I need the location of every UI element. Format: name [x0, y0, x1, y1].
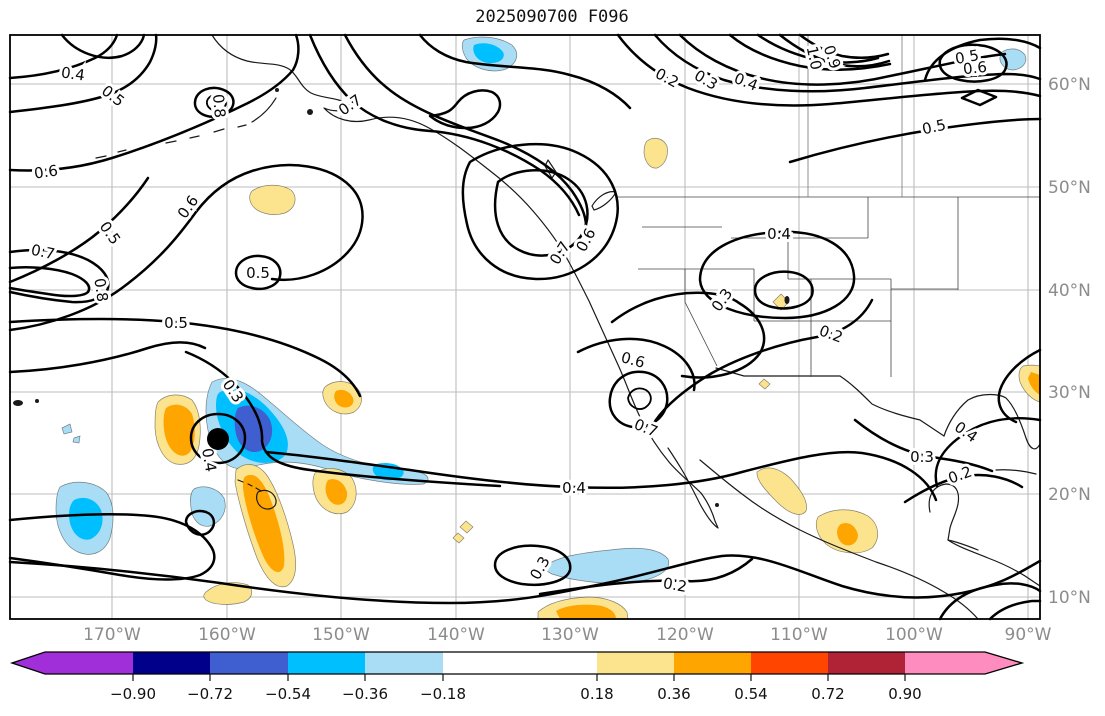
- shade-negative-top-right: [999, 48, 1027, 71]
- contour-label: 0.5: [164, 314, 188, 332]
- colorbar-segment: [905, 652, 985, 674]
- contour-label: 0.4: [767, 225, 791, 243]
- shade-negative-sw-of-marker: [190, 486, 226, 527]
- contour-label: 0.6: [962, 58, 988, 78]
- contour-label: 0.8: [209, 93, 229, 118]
- shade-positive-gulf-of-alaska: [249, 184, 296, 215]
- shade-positive-right-edge-core: [1028, 372, 1040, 395]
- shade-negative-speck: [72, 435, 81, 444]
- lat-tick-label: 60°N: [1048, 75, 1091, 95]
- colorbar-right-arrow: [985, 652, 1022, 674]
- lon-tick-label: 130°W: [541, 625, 599, 645]
- shade-positive-speck: [459, 520, 474, 534]
- contour-label: 0.3: [910, 448, 934, 466]
- colorbar-tick-label: 0.18: [580, 685, 613, 703]
- contour-label: 0.4: [562, 479, 586, 497]
- contour-label: 0.4: [60, 63, 86, 84]
- shade-positive-mexico-coast: [756, 467, 807, 515]
- colorbar-segment: [597, 652, 674, 674]
- colorbar-tick-label: −0.36: [342, 685, 388, 703]
- shade-positive-south-mexico-core: [837, 523, 858, 546]
- colorbar-segment: [210, 652, 288, 674]
- storm-marker-dot: [207, 428, 229, 450]
- lon-tick-label: 90°W: [1005, 625, 1052, 645]
- colorbar-tick-label: −0.90: [110, 685, 156, 703]
- shade-positive-east-of-hawaii-core: [325, 479, 348, 505]
- colorbar-segment: [751, 652, 828, 674]
- shade-positive-bc-interior: [643, 137, 668, 169]
- colorbar-segment: [443, 652, 597, 674]
- colorbar-ticks: −0.90 −0.72 −0.54 −0.36 −0.18 0.18 0.36 0.54 0.7…: [110, 674, 922, 703]
- colorbar-tick-label: 0.54: [734, 685, 767, 703]
- shade-positive-hawaii-band-core: [243, 474, 285, 573]
- lat-tick-label: 20°N: [1048, 485, 1091, 505]
- colorbar-tick-label: 0.90: [888, 685, 921, 703]
- colorbar-outline: [9, 651, 1025, 675]
- shade-negative-speck: [61, 423, 73, 435]
- shade-negative-top-center-core: [473, 43, 504, 64]
- colorbar-tick-label: 0.72: [811, 685, 844, 703]
- colorbar-segments: [45, 652, 985, 674]
- colorbar-segment: [133, 652, 210, 674]
- shade-positive-bottom-left: [203, 582, 253, 605]
- shaded-anomaly-regions: [55, 36, 1041, 620]
- shade-negative-bottom-center: [544, 547, 670, 584]
- shade-positive-speck: [452, 532, 465, 544]
- chart-title: 2025090700 F096: [475, 7, 629, 27]
- colorbar-segment: [365, 652, 443, 674]
- contour-lines: [8, 33, 1042, 621]
- colorbar-segment: [828, 652, 905, 674]
- lon-tick-label: 150°W: [312, 625, 370, 645]
- contour-label: 0.6: [33, 161, 59, 182]
- contour-label: 0.5: [246, 264, 270, 282]
- lon-tick-label: 170°W: [83, 625, 141, 645]
- colorbar-tick-label: −0.18: [420, 685, 466, 703]
- colorbar-segment: [45, 652, 133, 674]
- state-borders: [616, 35, 1040, 377]
- shade-positive-ne-of-marker-core: [334, 389, 354, 408]
- colorbar-segment: [674, 652, 751, 674]
- colorbar-segment: [288, 652, 365, 674]
- colorbar-left-arrow: [12, 652, 45, 674]
- lat-tick-label: 50°N: [1048, 178, 1091, 198]
- colorbar-tick-label: −0.54: [265, 685, 311, 703]
- lon-tick-label: 110°W: [770, 625, 828, 645]
- lon-tick-label: 120°W: [656, 625, 714, 645]
- lat-tick-label: 30°N: [1048, 383, 1091, 403]
- colorbar: −0.90 −0.72 −0.54 −0.36 −0.18 0.18 0.36 0.54 0.7…: [9, 651, 1025, 703]
- shade-positive-speck: [758, 378, 771, 390]
- contour-label: 0.8: [90, 277, 111, 303]
- colorbar-tick-label: 0.36: [657, 685, 690, 703]
- lon-tick-label: 160°W: [198, 625, 256, 645]
- lon-tick-label: 140°W: [427, 625, 485, 645]
- map-frame: [9, 34, 1041, 620]
- shade-positive-bottom-center-core: [556, 604, 616, 619]
- lat-tick-label: 40°N: [1048, 281, 1091, 301]
- latitude-axis-labels: 60°N 50°N 40°N 30°N 20°N 10°N: [1048, 75, 1091, 608]
- shade-negative-bottom-left-core: [69, 497, 103, 540]
- lon-tick-label: 100°W: [885, 625, 943, 645]
- colorbar-tick-label: −0.72: [187, 685, 233, 703]
- shade-positive-west-of-marker-core: [163, 404, 195, 456]
- longitude-axis-labels: 170°W 160°W 150°W 140°W 130°W 120°W 110°W 100°W…: [83, 625, 1052, 645]
- lat-tick-label: 10°N: [1048, 588, 1091, 608]
